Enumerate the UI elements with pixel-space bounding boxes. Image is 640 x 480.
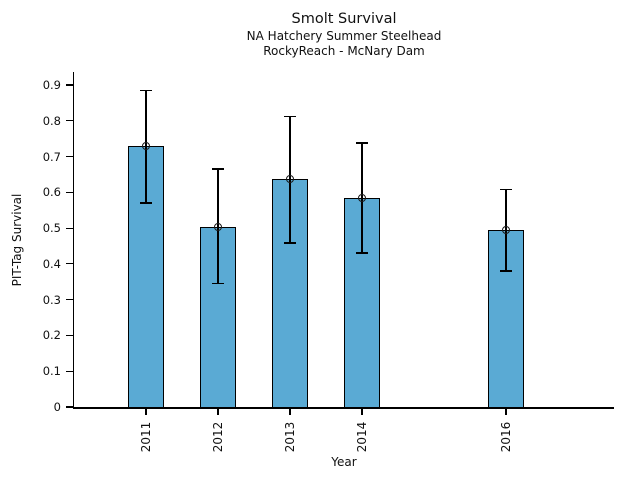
- x-axis-spine: [72, 407, 614, 409]
- y-tick-mark: [65, 191, 73, 193]
- x-tick-label-2014: 2014: [355, 421, 369, 453]
- y-tick-mark: [65, 120, 73, 122]
- y-tick-label: 0.1: [42, 364, 61, 379]
- error-cap-top-2011: [140, 89, 152, 92]
- y-tick-label: 0.3: [42, 292, 61, 307]
- x-tick-mark-2011: [145, 408, 147, 415]
- x-tick-label-2012: 2012: [211, 421, 225, 453]
- point-marker-2012: [214, 223, 222, 232]
- point-marker-2014: [358, 193, 366, 202]
- x-tick-label-2011: 2011: [139, 421, 153, 453]
- error-cap-bottom-2013: [284, 242, 296, 244]
- x-tick-mark-2014: [361, 408, 363, 415]
- error-cap-top-2014: [356, 142, 368, 144]
- plot-area: 0 0.1 0.2 0.3 0.4 0.5 0.6 0.7 0.8 0.9 2011 2012 2013…: [43, 72, 614, 452]
- y-tick-mark: [65, 370, 73, 372]
- x-tick-mark-2012: [217, 408, 219, 415]
- error-cap-bottom-2014: [356, 252, 368, 254]
- y-tick-label: 0.7: [42, 149, 61, 164]
- error-cap-top-2013: [284, 115, 296, 118]
- error-cap-top-2016: [500, 188, 512, 191]
- y-tick-mark: [65, 227, 73, 229]
- y-tick-label: 0.8: [42, 113, 61, 128]
- y-tick-label: 0.2: [42, 328, 61, 343]
- y-axis-spine: [72, 72, 74, 409]
- y-tick-mark: [65, 84, 73, 86]
- chart-subtitle-2: RockyReach - McNary Dam: [263, 44, 425, 58]
- point-marker-2011: [142, 141, 150, 150]
- error-cap-bottom-2016: [500, 270, 512, 272]
- y-tick-label: 0.4: [42, 256, 61, 271]
- y-tick-label: 0.9: [42, 77, 61, 92]
- point-marker-2013: [286, 175, 294, 184]
- y-axis-label: PIT-Tag Survival: [10, 193, 24, 287]
- chart-title: Smolt Survival: [291, 11, 397, 27]
- point-marker-2016: [502, 225, 510, 234]
- error-cap-bottom-2011: [140, 202, 152, 204]
- y-tick-mark: [65, 155, 73, 158]
- y-tick-mark: [65, 299, 73, 301]
- x-tick-label-2016: 2016: [499, 421, 513, 453]
- x-tick-label-2013: 2013: [283, 421, 297, 453]
- y-tick-label: 0.5: [42, 221, 61, 236]
- error-cap-bottom-2012: [212, 282, 224, 285]
- x-tick-mark-2016: [505, 408, 507, 415]
- x-tick-mark-2013: [289, 408, 291, 415]
- y-tick-mark: [65, 263, 73, 265]
- chart-subtitle-1: NA Hatchery Summer Steelhead: [246, 29, 442, 43]
- error-cap-top-2012: [212, 168, 224, 170]
- y-tick-mark: [65, 406, 73, 408]
- x-axis-label: Year: [331, 455, 357, 469]
- y-tick-label: 0: [53, 400, 61, 414]
- y-tick-mark: [65, 334, 73, 337]
- y-tick-label: 0.6: [42, 185, 61, 200]
